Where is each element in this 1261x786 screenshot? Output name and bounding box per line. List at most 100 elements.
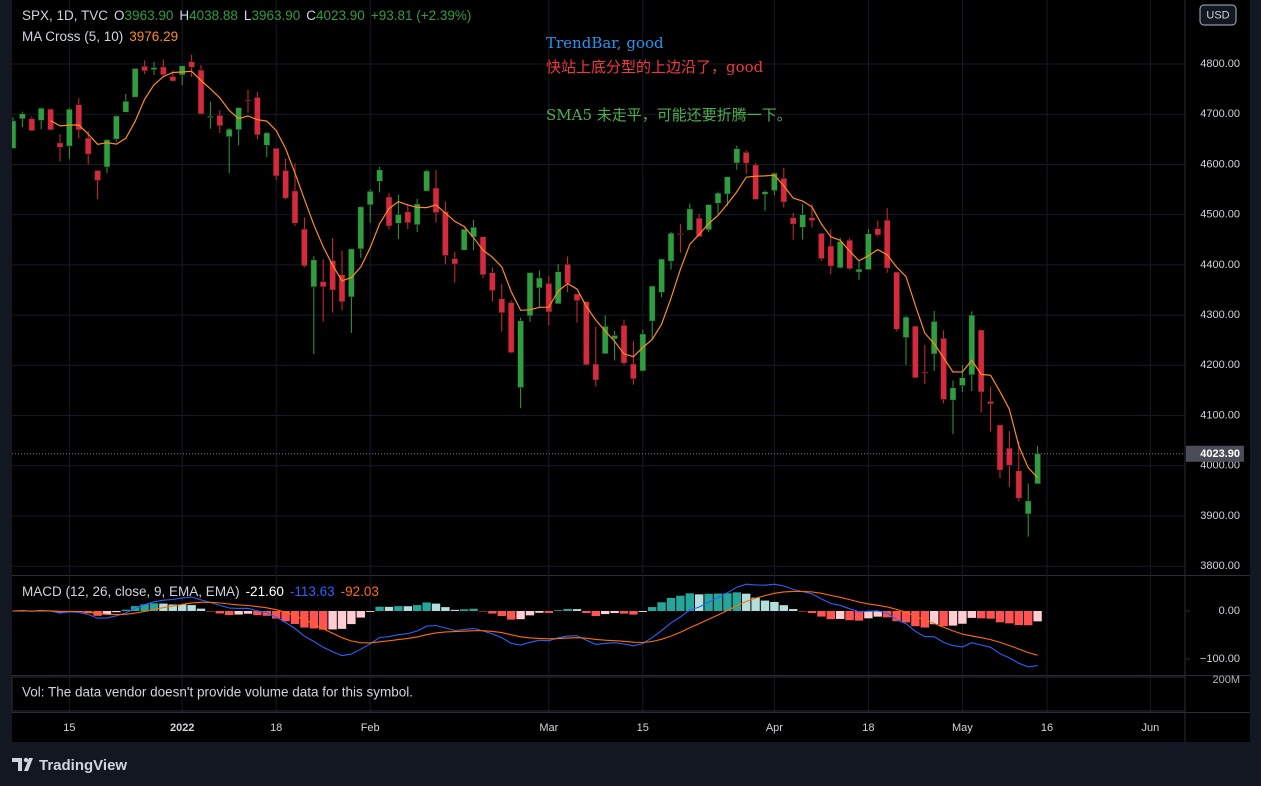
macd-histogram xyxy=(854,611,864,621)
macd-histogram xyxy=(140,604,149,612)
candle-body xyxy=(601,325,609,355)
candle-body xyxy=(883,219,891,269)
candle-body xyxy=(479,236,487,276)
candle-body xyxy=(366,191,374,206)
brand-icon[interactable] xyxy=(12,758,33,771)
candle-body xyxy=(517,320,524,388)
macd-histogram xyxy=(178,604,187,612)
candle-body xyxy=(959,377,966,386)
macd-histogram xyxy=(873,611,882,617)
x-tick-label: Mar xyxy=(539,722,558,734)
ohlc-value: 3963.90 xyxy=(125,8,174,23)
macd-histogram xyxy=(356,611,365,618)
macd-histogram xyxy=(713,593,723,612)
candle-body xyxy=(667,232,675,262)
macd-histogram xyxy=(478,611,488,612)
macd-histogram xyxy=(572,609,582,612)
candle-body xyxy=(968,314,976,376)
volume-note: Vol: The data vendor doesn't provide vol… xyxy=(22,685,413,700)
macd-histogram xyxy=(1033,611,1042,622)
macd-histogram xyxy=(883,611,892,618)
candle-body xyxy=(545,283,553,313)
y-tick-label: 4800.00 xyxy=(1200,58,1240,70)
candle-body xyxy=(442,211,449,256)
candle-body xyxy=(705,204,712,231)
brand[interactable]: TradingView xyxy=(39,757,127,774)
candle-body xyxy=(658,258,665,293)
candle-body xyxy=(761,191,769,195)
candle-body xyxy=(12,120,17,149)
change: +93.81 (+2.39%) xyxy=(371,8,472,23)
candle-body xyxy=(56,142,64,148)
macd-tick-label: −100.00 xyxy=(1200,653,1240,665)
brand-logo[interactable] xyxy=(12,757,33,771)
macd-histogram xyxy=(328,611,337,630)
macd-histogram xyxy=(817,611,826,617)
candle-body xyxy=(385,196,393,227)
macd-histogram xyxy=(563,608,572,612)
macd-histogram xyxy=(864,611,873,619)
macd-histogram xyxy=(770,601,779,612)
macd-histogram xyxy=(807,611,817,614)
candle-body xyxy=(169,76,177,82)
macd-histogram xyxy=(920,611,929,628)
axes: 3800.00 3900.00 4000.00 4100.00 4200.00 4300.… xyxy=(12,58,1244,734)
candle-body xyxy=(37,107,45,121)
macd-histogram xyxy=(732,592,741,612)
macd-histogram xyxy=(657,602,666,612)
candle-body xyxy=(188,61,195,68)
candle-body xyxy=(216,115,224,127)
currency[interactable]: USD xyxy=(1206,9,1229,21)
macd-histogram xyxy=(422,602,431,612)
candle-body xyxy=(724,176,731,195)
candle-body xyxy=(94,170,101,181)
candle-body xyxy=(573,293,581,301)
candle-body xyxy=(244,99,252,102)
macd-histogram xyxy=(892,611,901,622)
macd-histogram xyxy=(441,607,450,612)
candle-body xyxy=(846,239,853,269)
macd-histogram xyxy=(206,611,215,612)
x-tick-label: May xyxy=(952,722,973,734)
candle-body xyxy=(103,139,111,168)
y-tick-label: 4300.00 xyxy=(1200,309,1240,321)
ma-legend: MA Cross (5, 10) 3976.29 xyxy=(22,29,178,44)
macd-histogram xyxy=(1005,611,1014,624)
candle-body xyxy=(771,172,778,191)
macd-histogram xyxy=(582,611,591,613)
macd-histogram xyxy=(290,611,300,624)
candle-body xyxy=(338,274,346,303)
candle-body xyxy=(912,325,919,379)
macd-histogram xyxy=(413,605,422,612)
x-tick-label: 15 xyxy=(637,722,649,734)
candle-body xyxy=(272,147,280,177)
macd-histogram xyxy=(629,611,638,615)
candle-body xyxy=(639,333,647,372)
brand-icon-dot[interactable] xyxy=(23,757,29,763)
macd-histogram xyxy=(638,611,647,612)
macd-value: -92.03 xyxy=(341,584,379,599)
annotation: SMA5 未走平，可能还要折腾一下。 xyxy=(546,106,792,124)
candle-body xyxy=(301,228,308,267)
macd-histogram xyxy=(789,609,798,612)
x-tick-label: 2022 xyxy=(170,722,194,734)
currency-box[interactable] xyxy=(1199,4,1237,26)
macd-histogram xyxy=(901,611,911,623)
candle-body xyxy=(460,228,468,251)
candle-body xyxy=(28,118,36,131)
candle-body xyxy=(122,100,130,113)
y-tick-label: 4500.00 xyxy=(1200,209,1240,221)
macd-histogram xyxy=(525,611,535,616)
symbol: SPX, 1D, TVC xyxy=(22,8,108,23)
macd-histogram xyxy=(272,611,281,619)
candle-body xyxy=(630,363,637,380)
candle-body xyxy=(836,241,844,269)
macd-histogram xyxy=(375,606,384,612)
macd-histogram xyxy=(610,611,619,614)
candle-body xyxy=(855,268,863,273)
candle-body xyxy=(141,65,148,72)
candle-body xyxy=(1015,470,1023,499)
macd-tick-label: 0.00 xyxy=(1219,605,1240,617)
x-tick-label: 15 xyxy=(63,722,75,734)
